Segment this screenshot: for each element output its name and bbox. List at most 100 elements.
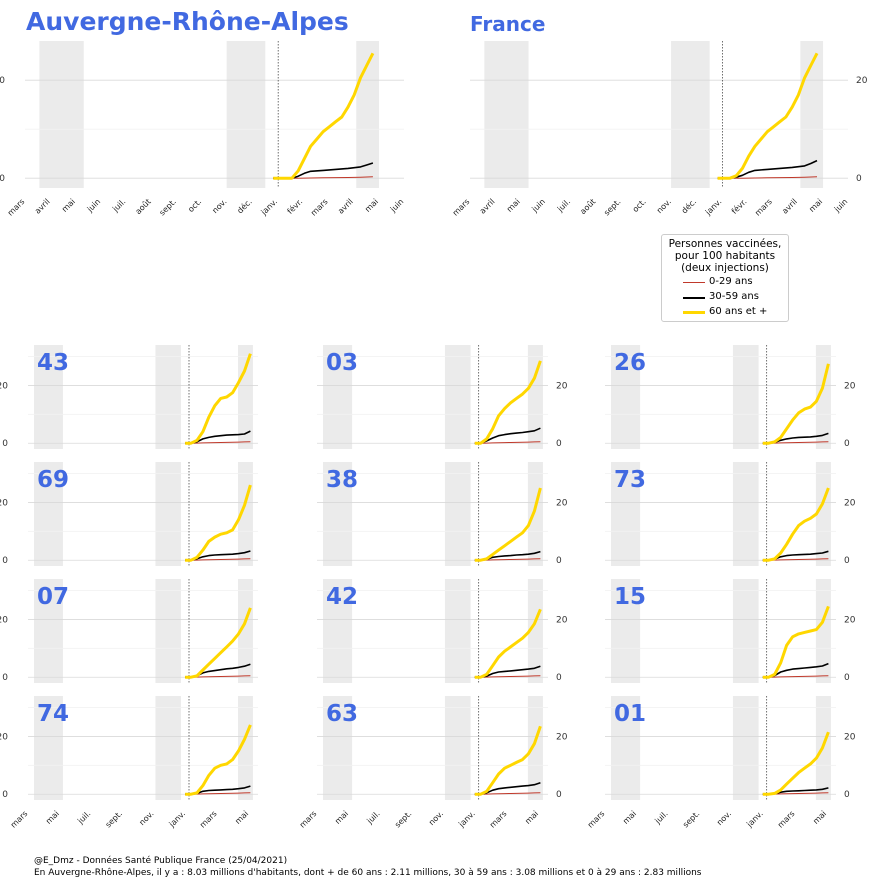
x-tick-label: oct. [186, 197, 203, 214]
y-tick-label: 20 [856, 76, 868, 86]
y-tick-label: 0 [856, 174, 862, 184]
chart-panel [28, 462, 258, 566]
x-tick-label: mai [621, 809, 638, 826]
y-tick-label: 0 [844, 790, 850, 800]
lockdown-shade [323, 579, 353, 683]
y-tick-label: 0 [2, 556, 8, 566]
y-tick-label: 20 [556, 381, 568, 391]
x-tick-label: déc. [235, 196, 254, 215]
panel-title: 73 [614, 467, 646, 493]
lockdown-shade [444, 579, 471, 683]
x-tick-label: mai [523, 809, 540, 826]
y-tick-label: 20 [556, 732, 568, 742]
lockdown-shade [237, 696, 253, 800]
y-tick-label: 0 [556, 790, 562, 800]
lockdown-shade [155, 579, 181, 683]
series-line [474, 487, 542, 562]
chart-panel [605, 462, 836, 566]
series-line [273, 52, 375, 180]
x-tick-label: juin [832, 197, 849, 214]
series-line [185, 353, 252, 445]
series-line [474, 725, 542, 796]
panel-title: 26 [614, 350, 646, 376]
y-tick-label: 20 [0, 615, 8, 625]
x-tick-label: févr. [729, 196, 749, 216]
panel-title: 43 [37, 350, 69, 376]
series-line [474, 441, 541, 444]
series-line [474, 608, 542, 679]
x-tick-label: mai [233, 809, 250, 826]
lockdown-shade [527, 462, 543, 566]
x-tick-label: nov. [210, 197, 228, 215]
chart-panel [317, 696, 548, 800]
y-tick-label: 0 [2, 790, 8, 800]
panel-title: 01 [614, 701, 646, 727]
x-tick-label: oct. [631, 197, 648, 214]
lockdown-shade [527, 696, 543, 800]
lockdown-shade [226, 41, 266, 188]
x-tick-label: mars [6, 197, 27, 218]
lockdown-shade [323, 345, 353, 449]
lockdown-shade [33, 696, 63, 800]
x-tick-label: sept. [104, 809, 124, 829]
x-tick-label: janv. [744, 809, 764, 829]
x-tick-label: août [578, 197, 597, 216]
x-tick-label: sept. [602, 197, 622, 217]
x-tick-label: juin [85, 197, 102, 214]
lockdown-shade [237, 345, 253, 449]
lockdown-shade [155, 696, 181, 800]
lockdown-shade [323, 462, 353, 566]
x-tick-label: nov. [427, 809, 445, 827]
series-line [762, 363, 830, 445]
lockdown-shade [671, 41, 710, 188]
series-line [474, 792, 541, 795]
legend-line-icon [683, 282, 705, 283]
x-tick-label: sept. [158, 197, 178, 217]
x-tick-label: sept. [393, 809, 413, 829]
chart-panel [28, 345, 258, 449]
x-tick-label: mars [309, 197, 330, 218]
legend-title-line-3: (deux injections) [681, 262, 769, 274]
legend-title-line-2: pour 100 habitants [674, 250, 776, 262]
series-line [185, 484, 252, 562]
y-tick-label: 20 [844, 498, 856, 508]
y-tick-label: 20 [844, 732, 856, 742]
x-tick-label: mars [298, 809, 319, 830]
x-tick-label: févr. [285, 196, 305, 216]
legend: Personnes vaccinées, pour 100 habitants … [661, 234, 789, 322]
chart-panel [317, 345, 548, 449]
lockdown-shade [527, 345, 543, 449]
x-tick-label: mai [333, 809, 350, 826]
lockdown-shade [33, 462, 63, 566]
chart-panel [317, 462, 548, 566]
lockdown-shade [732, 579, 759, 683]
x-tick-label: nov. [137, 809, 155, 827]
series-line [762, 675, 829, 678]
panel-title: Auvergne-Rhône-Alpes [26, 7, 349, 36]
lockdown-shade [815, 579, 831, 683]
lockdown-shade [815, 462, 831, 566]
legend-label: 30-59 ans [709, 291, 759, 302]
lockdown-shade [484, 41, 529, 188]
panel-title: 15 [614, 584, 646, 610]
x-tick-label: mars [753, 197, 774, 218]
lockdown-shade [732, 345, 759, 449]
footer-source: @E_Dmz - Données Santé Publique France (… [34, 856, 288, 866]
y-tick-label: 20 [0, 498, 8, 508]
y-tick-label: 0 [0, 174, 5, 184]
x-tick-label: avril [478, 197, 497, 216]
x-tick-label: juil. [653, 809, 670, 826]
chart-panel [605, 696, 836, 800]
series-line [474, 675, 541, 678]
x-tick-label: mai [60, 197, 77, 214]
lockdown-shade [155, 345, 181, 449]
panel-title: 69 [37, 467, 69, 493]
x-tick-label: déc. [679, 196, 698, 215]
x-tick-label: mai [44, 809, 61, 826]
lockdown-shade [444, 462, 471, 566]
x-tick-label: nov. [655, 197, 673, 215]
x-tick-label: nov. [715, 809, 733, 827]
y-tick-label: 20 [556, 498, 568, 508]
x-tick-label: juil. [110, 197, 127, 214]
x-tick-label: juil. [555, 197, 572, 214]
